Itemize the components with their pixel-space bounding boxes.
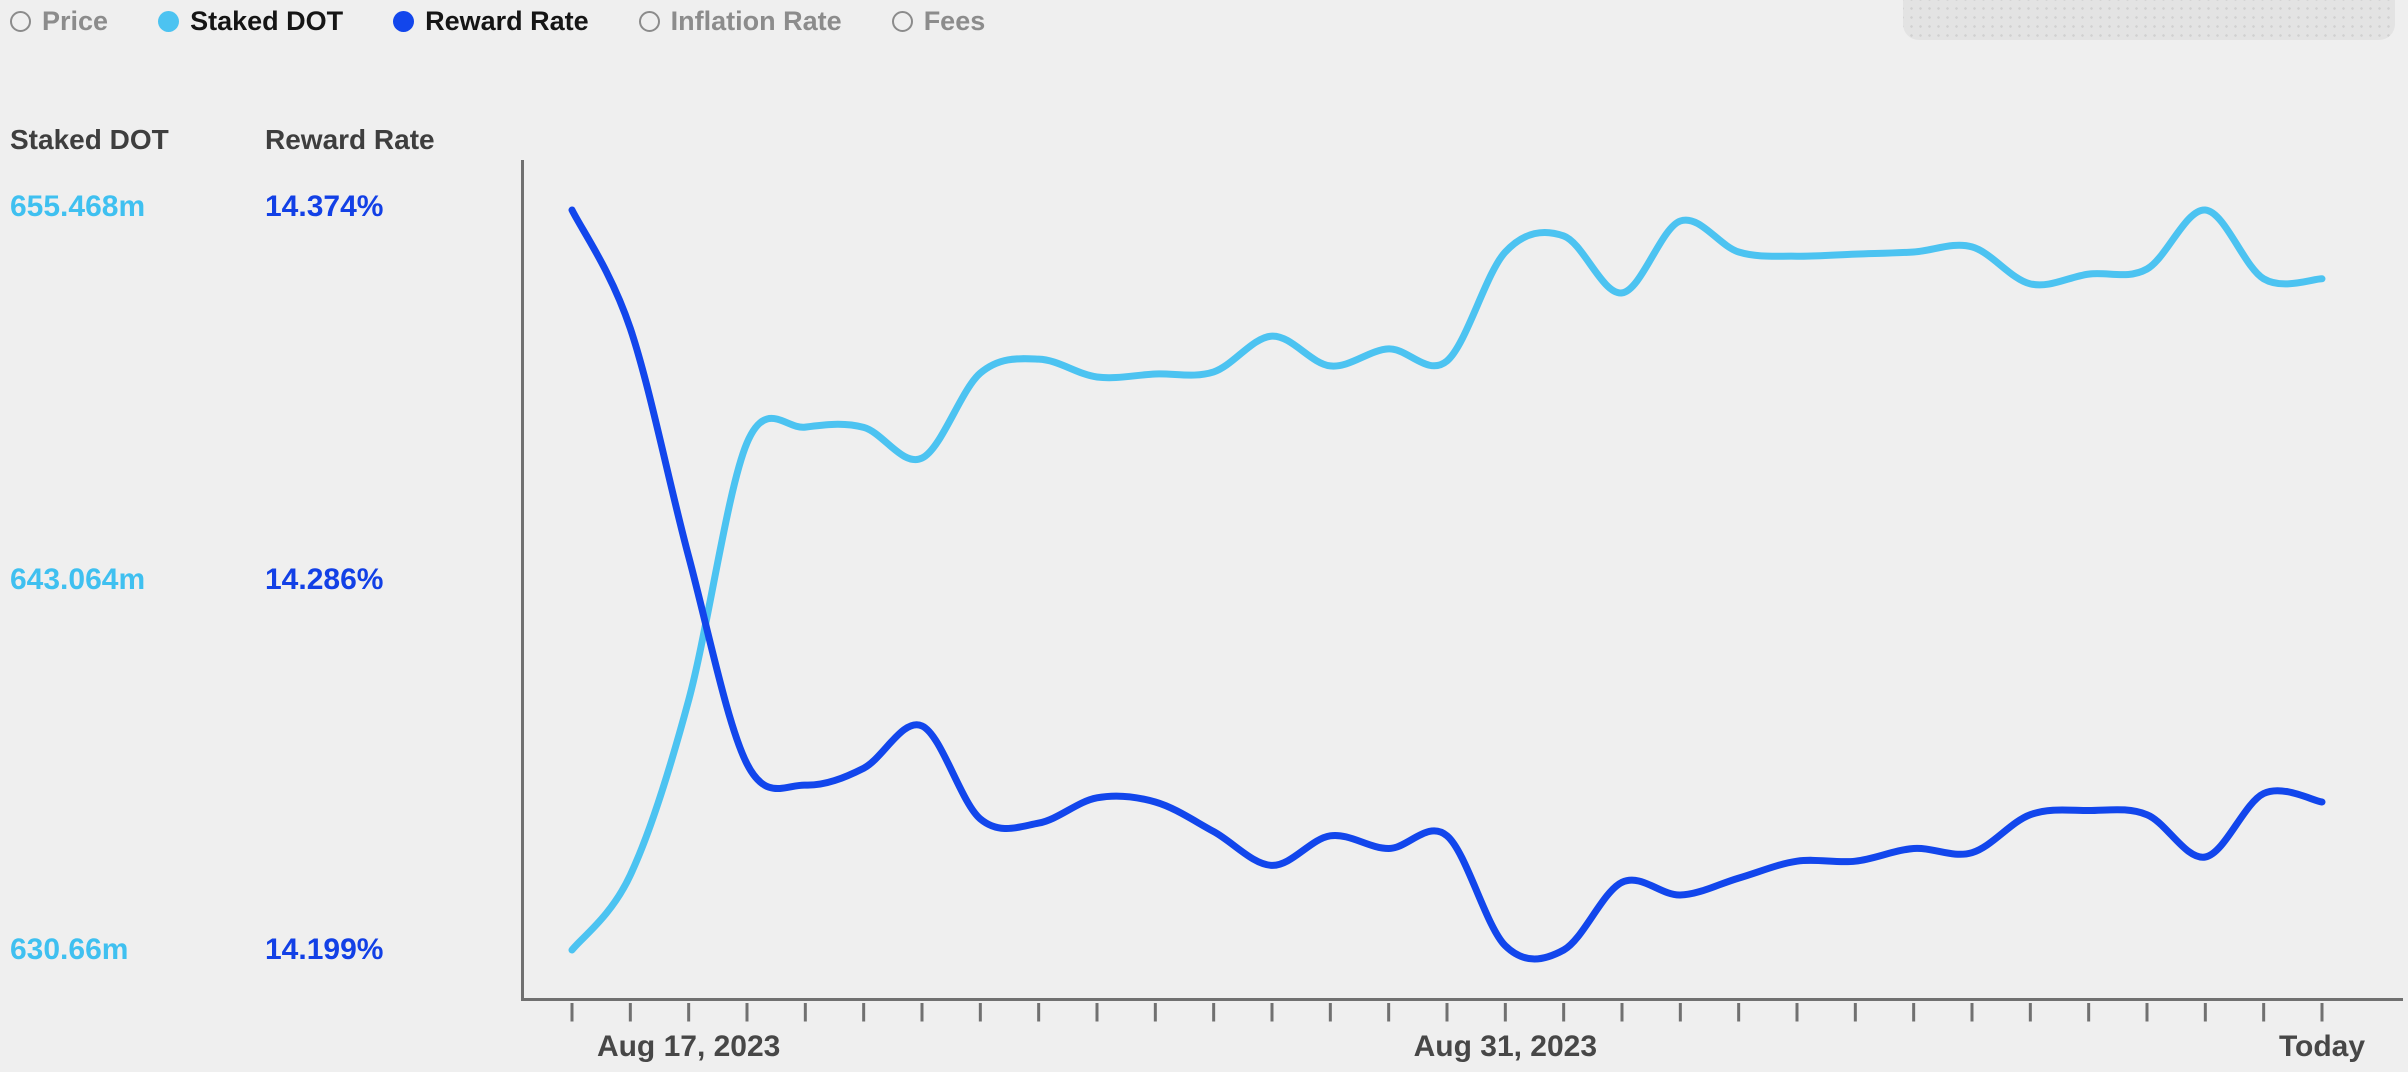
legend-item-staked-dot[interactable]: Staked DOT bbox=[158, 6, 343, 37]
legend-item-fees[interactable]: Fees bbox=[891, 6, 986, 37]
filled-radio-icon bbox=[158, 11, 180, 32]
radio-outline-icon bbox=[10, 11, 31, 32]
legend-item-reward-rate[interactable]: Reward Rate bbox=[393, 6, 589, 37]
staked-dot-line bbox=[568, 206, 2326, 954]
radio-outline-icon bbox=[638, 11, 660, 32]
x-axis-label-today: Today bbox=[2278, 1030, 2366, 1063]
legend-item-inflation-rate[interactable]: Inflation Rate bbox=[638, 6, 842, 37]
staked-dot-tick-max: 655.468m bbox=[10, 190, 146, 223]
metric-legend: Price Staked DOT Reward Rate Inflation Rate… bbox=[10, 6, 985, 37]
legend-label: Price bbox=[42, 6, 109, 36]
axis-header-staked-dot: Staked DOT bbox=[10, 124, 169, 155]
x-axis-label-aug-31: Aug 31, 2023 bbox=[1413, 1030, 1598, 1063]
legend-label: Inflation Rate bbox=[670, 6, 842, 36]
x-axis-label-aug-17: Aug 17, 2023 bbox=[596, 1030, 781, 1063]
reward-rate-tick-min: 14.199% bbox=[265, 933, 384, 966]
reward-rate-tick-mid: 14.286% bbox=[265, 563, 384, 596]
staked-dot-tick-min: 630.66m bbox=[10, 933, 129, 966]
chart-axes bbox=[521, 160, 2403, 1001]
legend-label: Fees bbox=[923, 6, 986, 36]
x-axis-ticks bbox=[570, 1003, 2324, 1022]
axis-header-reward-rate: Reward Rate bbox=[265, 124, 435, 155]
reward-rate-line bbox=[568, 206, 2326, 963]
legend-item-price[interactable]: Price bbox=[10, 6, 108, 37]
reward-rate-tick-max: 14.374% bbox=[265, 190, 384, 223]
filled-radio-icon bbox=[393, 11, 415, 32]
legend-label: Staked DOT bbox=[190, 6, 344, 36]
radio-outline-icon bbox=[891, 11, 913, 32]
legend-label: Reward Rate bbox=[425, 6, 589, 36]
staked-dot-tick-mid: 643.064m bbox=[10, 563, 146, 596]
range-selector[interactable] bbox=[1903, 0, 2395, 40]
